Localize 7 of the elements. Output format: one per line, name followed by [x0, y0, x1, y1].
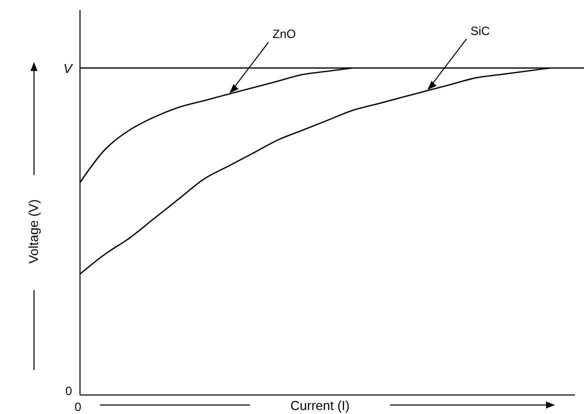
- ref-line-label: V: [63, 61, 74, 76]
- x-axis-title: Current (I): [290, 398, 350, 413]
- text: ZnO: [272, 27, 296, 42]
- y-axis-title: Voltage (V): [26, 199, 41, 264]
- text: 0: [65, 384, 72, 398]
- text: 0: [74, 400, 82, 414]
- text: SiC: [470, 24, 490, 38]
